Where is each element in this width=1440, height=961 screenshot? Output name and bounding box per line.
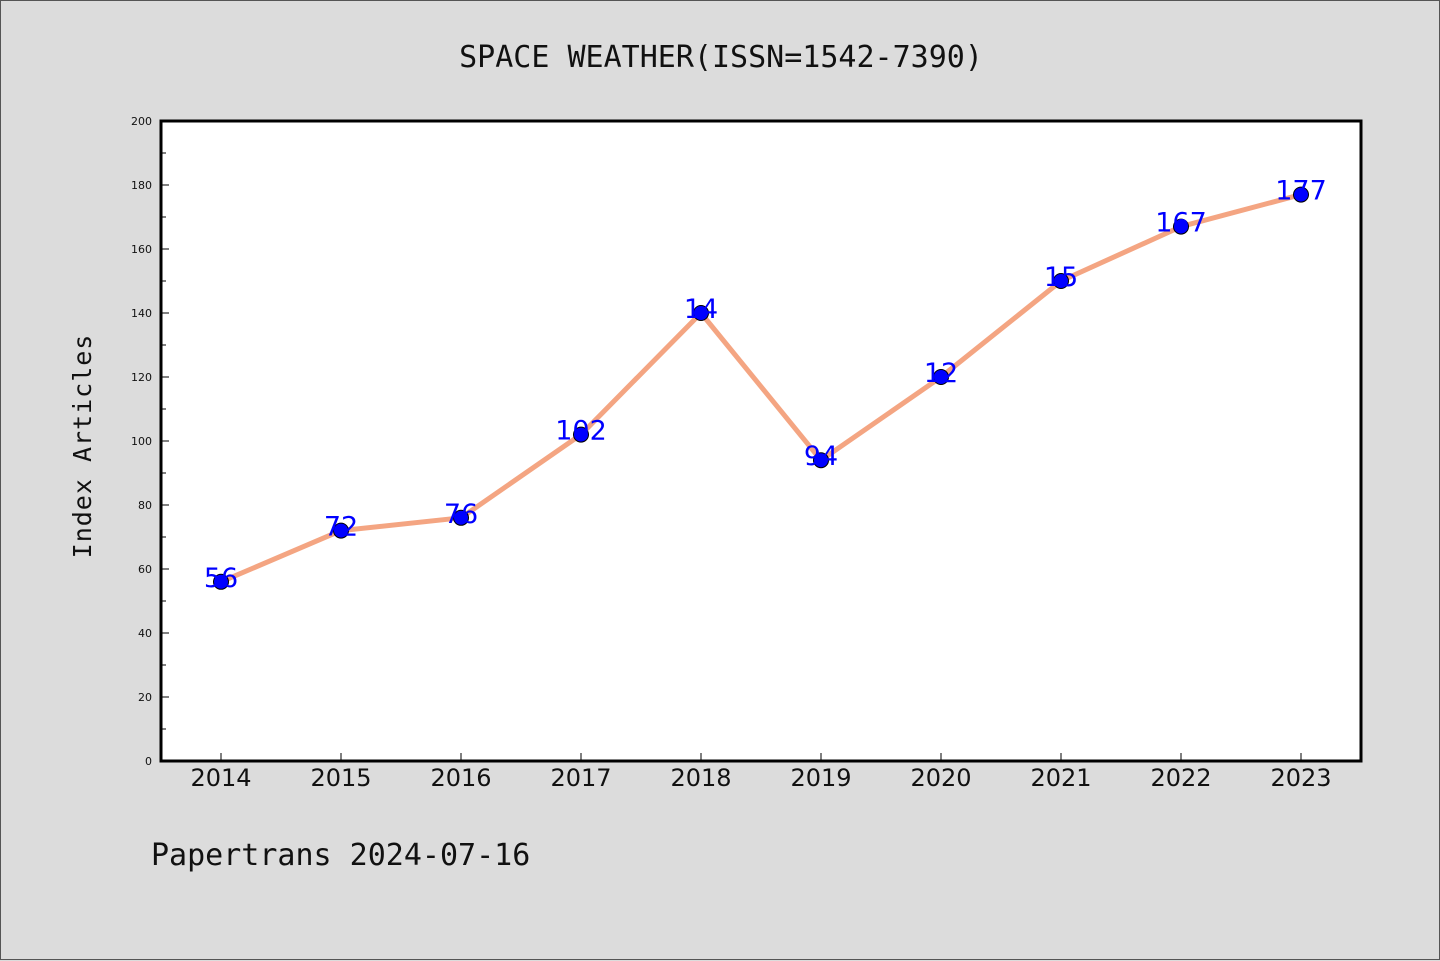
data-label: 167 xyxy=(1155,208,1207,239)
y-tick-label: 180 xyxy=(131,179,152,192)
x-tick-label: 2019 xyxy=(790,764,851,792)
y-tick-label: 140 xyxy=(131,307,152,320)
data-point xyxy=(813,452,829,469)
data-label: 72 xyxy=(324,512,358,543)
x-tick-label: 2022 xyxy=(1150,764,1211,792)
data-point xyxy=(573,426,589,443)
data-label: 15 xyxy=(1044,262,1078,293)
y-tick-label: 60 xyxy=(138,563,152,576)
data-point xyxy=(693,305,709,321)
series-line xyxy=(218,192,1304,585)
data-label: 94 xyxy=(804,441,838,472)
y-tick-label: 0 xyxy=(145,755,152,768)
x-tick-label: 2017 xyxy=(550,764,611,792)
y-tick-label: 100 xyxy=(131,435,152,448)
data-point xyxy=(333,522,349,539)
data-label: 102 xyxy=(555,416,607,447)
x-tick-label: 2023 xyxy=(1270,764,1331,792)
y-tick-label: 200 xyxy=(131,115,152,128)
y-tick-label: 20 xyxy=(138,691,152,704)
plot-area xyxy=(159,119,1363,763)
x-tick-label: 2014 xyxy=(190,764,251,792)
series-group xyxy=(213,186,1309,590)
y-tick-label: 40 xyxy=(138,627,152,640)
x-tick-label: 2018 xyxy=(670,764,731,792)
x-tick-label: 2020 xyxy=(910,764,971,792)
y-axis-label: Index Articles xyxy=(68,334,97,559)
data-point xyxy=(1173,218,1189,235)
data-point xyxy=(213,573,229,590)
data-point xyxy=(1293,186,1309,203)
y-tick-label: 160 xyxy=(131,243,152,256)
data-point xyxy=(453,509,469,526)
data-labels-group: 56 72 76 102 14 94 12 15 167 177 xyxy=(204,176,1327,594)
data-label: 12 xyxy=(924,358,958,389)
data-label: 177 xyxy=(1275,176,1327,207)
data-label: 76 xyxy=(444,499,478,530)
data-point xyxy=(1053,273,1069,289)
footer-text: Papertrans 2024-07-16 xyxy=(151,838,530,873)
x-tick-label: 2021 xyxy=(1030,764,1091,792)
y-tick-label: 80 xyxy=(138,499,152,512)
data-label: 14 xyxy=(684,294,718,325)
y-tick-label: 120 xyxy=(131,371,152,384)
x-axis: 2014 2015 2016 2017 2018 2019 2020 2021 2022 2023 xyxy=(190,753,1332,792)
x-tick-label: 2016 xyxy=(430,764,491,792)
data-point xyxy=(933,369,949,385)
chart-title: SPACE WEATHER(ISSN=1542-7390) xyxy=(459,40,983,75)
data-label: 56 xyxy=(204,563,238,594)
y-axis: 0 20 40 60 80 100 120 140 160 180 200 xyxy=(131,115,169,768)
x-tick-label: 2015 xyxy=(310,764,371,792)
